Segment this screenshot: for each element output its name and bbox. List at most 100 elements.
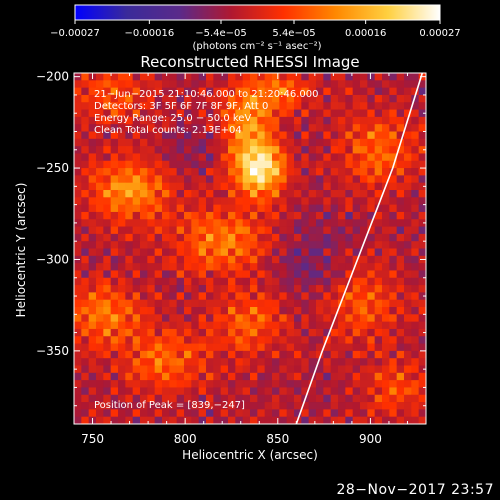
heatmap-cell — [389, 233, 398, 242]
heatmap-cell — [213, 182, 222, 191]
heatmap-cell — [338, 73, 346, 81]
heatmap-cell — [81, 402, 90, 410]
heatmap-cell — [338, 160, 346, 169]
heatmap-cell — [279, 116, 288, 125]
heatmap-cell — [323, 277, 332, 286]
heatmap-cell — [228, 197, 236, 206]
heatmap-cell — [360, 138, 368, 147]
heatmap-cell — [338, 328, 346, 337]
heatmap-cell — [257, 343, 266, 352]
heatmap-cell — [184, 197, 192, 206]
heatmap-cell — [147, 416, 156, 424]
heatmap-cell — [323, 241, 332, 249]
heatmap-cell — [198, 328, 207, 337]
heatmap-cell — [176, 219, 185, 227]
heatmap-cell — [220, 102, 229, 110]
heatmap-cell — [279, 190, 288, 198]
heatmap-cell — [418, 153, 426, 162]
heatmap-cell — [374, 226, 383, 235]
heatmap-cell — [360, 299, 368, 308]
heatmap-cell — [279, 153, 288, 162]
heatmap-cell — [118, 365, 126, 374]
heatmap-cell — [154, 197, 163, 206]
heatmap-cell — [294, 387, 302, 396]
heatmap-cell — [294, 87, 302, 96]
heatmap-cell — [360, 285, 368, 293]
heatmap-cell — [118, 116, 126, 125]
heatmap-cell — [338, 248, 346, 257]
heatmap-cell — [74, 372, 82, 381]
heatmap-cell — [162, 299, 170, 308]
heatmap-cell — [264, 109, 273, 118]
heatmap-cell — [389, 387, 398, 396]
heatmap-cell — [191, 80, 200, 89]
heatmap-cell — [147, 168, 156, 176]
heatmap-cell — [345, 299, 354, 308]
heatmap-cell — [206, 248, 214, 257]
heatmap-cell — [132, 109, 141, 118]
heatmap-cell — [360, 277, 368, 286]
heatmap-cell — [338, 263, 346, 271]
heatmap-cell — [360, 182, 368, 191]
heatmap-cell — [162, 336, 170, 344]
heatmap-cell — [162, 402, 170, 410]
heatmap-cell — [294, 211, 302, 220]
heatmap-cell — [235, 263, 244, 271]
heatmap-cell — [257, 124, 266, 132]
heatmap-cell — [206, 241, 214, 249]
heatmap-cell — [301, 299, 310, 308]
heatmap-cell — [250, 314, 258, 323]
heatmap-cell — [301, 241, 310, 249]
heatmap-cell — [338, 387, 346, 396]
heatmap-cell — [257, 226, 266, 235]
heatmap-cell — [176, 343, 185, 352]
heatmap-cell — [125, 248, 134, 257]
heatmap-cell — [279, 204, 288, 213]
heatmap-cell — [103, 146, 112, 154]
heatmap-cell — [316, 394, 324, 403]
heatmap-cell — [169, 255, 178, 264]
heatmap-cell — [250, 343, 258, 352]
heatmap-cell — [316, 226, 324, 235]
heatmap-cell — [242, 219, 251, 227]
heatmap-cell — [147, 255, 156, 264]
heatmap-cell — [81, 365, 90, 374]
heatmap-cell — [308, 277, 317, 286]
heatmap-cell — [81, 380, 90, 388]
heatmap-cell — [308, 263, 317, 271]
heatmap-cell — [286, 402, 295, 410]
heatmap-cell — [264, 314, 273, 323]
heatmap-cell — [360, 197, 368, 206]
heatmap-cell — [264, 380, 273, 388]
heatmap-cell — [257, 80, 266, 89]
heatmap-cell — [279, 226, 288, 235]
heatmap-cell — [184, 321, 192, 330]
heatmap-cell — [352, 124, 361, 132]
heatmap-cell — [96, 204, 104, 213]
heatmap-cell — [352, 248, 361, 257]
heatmap-cell — [220, 138, 229, 147]
heatmap-cell — [81, 80, 90, 89]
heatmap-cell — [272, 219, 280, 227]
heatmap-cell — [316, 146, 324, 154]
heatmap-cell — [250, 358, 258, 366]
heatmap-cell — [191, 307, 200, 315]
heatmap-cell — [272, 416, 280, 424]
heatmap-cell — [374, 204, 383, 213]
heatmap-cell — [140, 402, 148, 410]
heatmap-cell — [96, 160, 104, 169]
heatmap-cell — [382, 175, 390, 184]
heatmap-cell — [162, 241, 170, 249]
heatmap-cell — [367, 358, 376, 366]
heatmap-cell — [242, 307, 251, 315]
heatmap-cell — [389, 168, 398, 176]
heatmap-cell — [286, 255, 295, 264]
heatmap-cell — [81, 146, 90, 154]
heatmap-cell — [374, 263, 383, 271]
heatmap-cell — [118, 175, 126, 184]
heatmap-cell — [301, 270, 310, 279]
heatmap-cell — [132, 116, 141, 125]
heatmap-cell — [235, 387, 244, 396]
heatmap-cell — [118, 226, 126, 235]
heatmap-cell — [279, 307, 288, 315]
